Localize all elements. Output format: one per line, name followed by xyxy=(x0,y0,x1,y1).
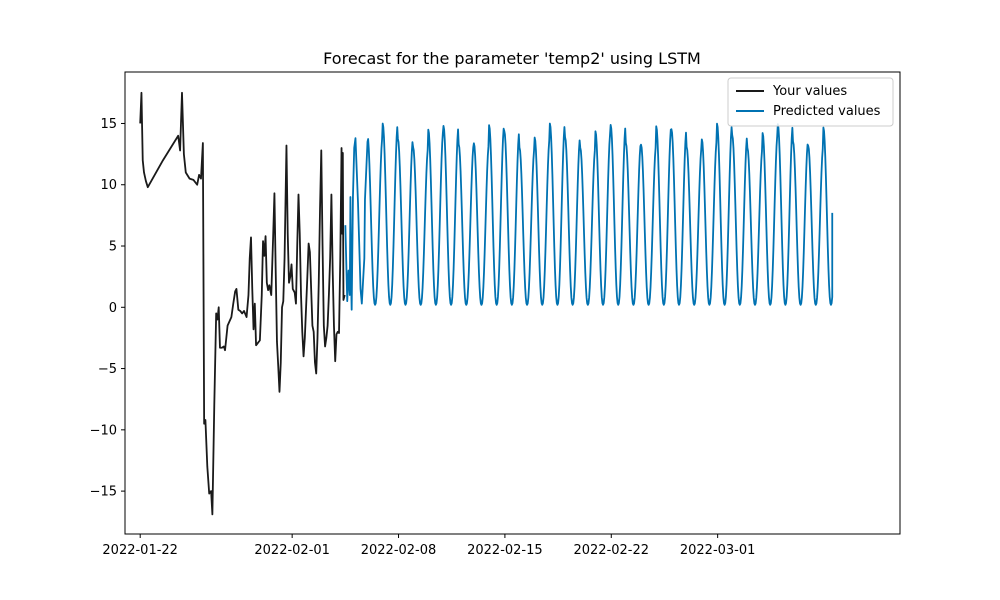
series-line-your-values xyxy=(139,91,346,516)
y-tick-label: 5 xyxy=(109,240,117,255)
legend-box xyxy=(727,77,894,127)
y-tick-label: −5 xyxy=(98,362,117,377)
y-tick-label: −15 xyxy=(90,485,117,500)
x-tick-label: 2022-02-15 xyxy=(467,543,543,558)
x-tick-label: 2022-02-22 xyxy=(573,543,649,558)
legend-label-predicted-values: Predicted values xyxy=(773,104,881,119)
plot-frame xyxy=(124,71,901,535)
y-tick-label: 15 xyxy=(100,117,117,132)
x-tick-label: 2022-02-01 xyxy=(254,543,330,558)
y-tick-label: −10 xyxy=(90,423,117,438)
x-tick-label: 2022-01-22 xyxy=(102,543,178,558)
y-axis: −15 −10 −5 0 5 10 15 xyxy=(90,117,125,500)
legend-label-your-values: Your values xyxy=(772,84,847,99)
x-tick-label: 2022-03-01 xyxy=(680,543,756,558)
legend: Your values Predicted values xyxy=(727,77,894,127)
series-layer xyxy=(139,91,834,516)
x-axis: 2022-01-22 2022-02-01 2022-02-08 2022-02-15… xyxy=(102,534,755,558)
y-tick-label: 0 xyxy=(109,301,117,316)
x-tick-label: 2022-02-08 xyxy=(361,543,437,558)
chart-title: Forecast for the parameter 'temp2' using… xyxy=(323,49,701,68)
series-line-predicted-values xyxy=(344,122,834,311)
y-tick-label: 10 xyxy=(100,178,117,193)
